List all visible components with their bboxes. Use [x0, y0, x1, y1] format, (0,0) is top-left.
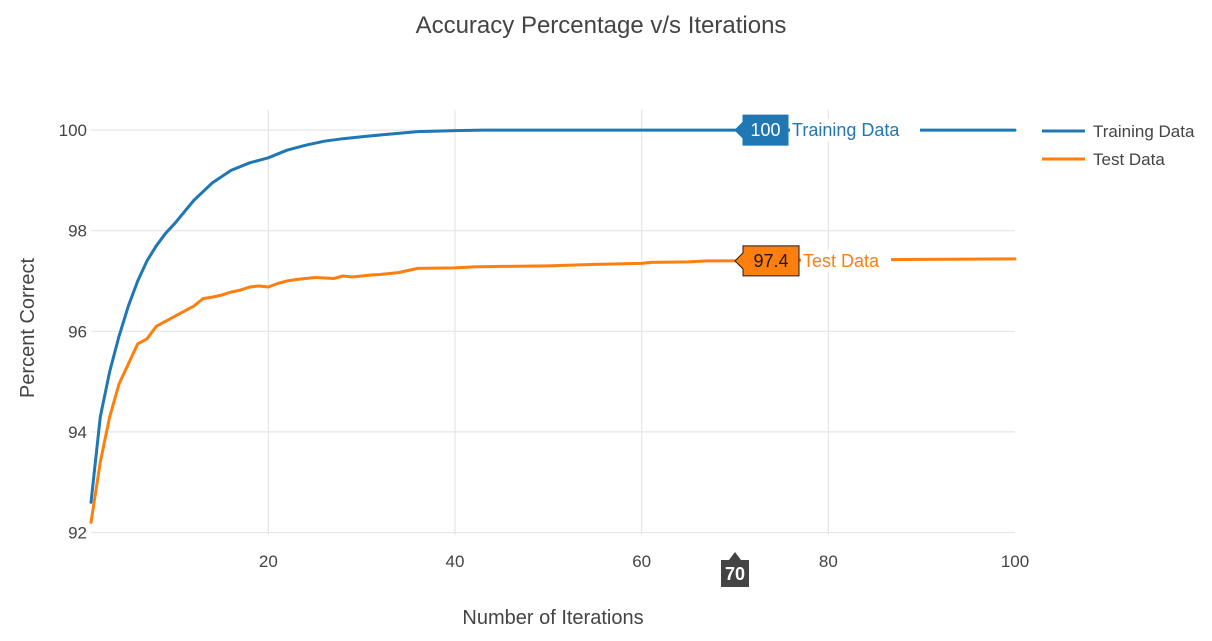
hover-series-name: Test Data	[803, 251, 880, 271]
x-tick-label: 100	[1001, 552, 1029, 571]
hover-series-name: Training Data	[792, 120, 900, 140]
y-tick-label: 92	[68, 523, 87, 542]
legend-item-label[interactable]: Test Data	[1093, 150, 1165, 169]
series-lines[interactable]	[89, 128, 1017, 524]
x-hover-label: 70	[725, 564, 745, 584]
x-axis-ticks: 20 40 60 80 100	[259, 552, 1029, 571]
x-tick-label: 60	[632, 552, 651, 571]
hover-labels: 70 100 Training Data 97.4 Test Data	[721, 114, 920, 587]
x-tick-label: 20	[259, 552, 278, 571]
series-line-training-data[interactable]	[89, 128, 1017, 504]
legend-item-label[interactable]: Training Data	[1093, 122, 1195, 141]
x-axis-title: Number of Iterations	[462, 607, 643, 629]
y-tick-label: 100	[59, 121, 87, 140]
x-tick-label: 80	[819, 552, 838, 571]
y-axis-title: Percent Correct	[17, 258, 39, 398]
y-axis-ticks: 92 94 96 98 100	[59, 121, 87, 542]
hover-value-label: 100	[750, 120, 780, 140]
x-hover-badge	[721, 552, 749, 587]
x-tick-label: 40	[446, 552, 465, 571]
hover-value-label: 97.4	[753, 251, 788, 271]
y-tick-label: 98	[68, 222, 87, 241]
y-tick-label: 96	[68, 322, 87, 341]
hover-name-bg	[801, 249, 891, 272]
hover-box	[734, 114, 789, 146]
hover-name-bg	[790, 119, 920, 142]
chart-title: Accuracy Percentage v/s Iterations	[416, 12, 787, 39]
y-tick-label: 94	[68, 423, 87, 442]
hover-box	[734, 245, 800, 277]
series-line-test-data[interactable]	[89, 257, 1017, 524]
grid-lines	[91, 110, 1015, 535]
legend[interactable]: Training Data Test Data	[1042, 122, 1195, 169]
